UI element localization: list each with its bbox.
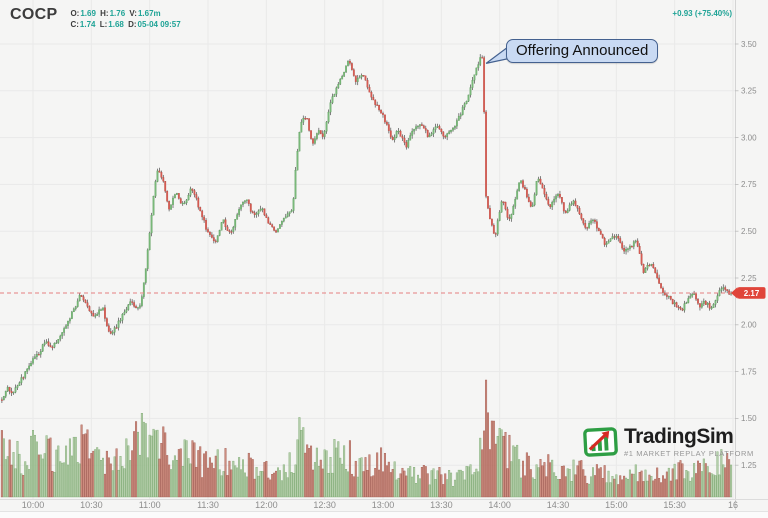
ohlc-line1: O:1.69 H:1.76 V:1.67m [68,8,180,19]
time-axis-label: 11:30 [197,500,219,510]
low-label: L: [99,20,108,29]
price-axis-label: 1.75 [741,367,757,376]
price-axis-label: 2.75 [741,180,757,189]
low-value: 1.68 [108,20,124,29]
last-price-tag: 2.17 [731,287,766,299]
tradingsim-logo: TradingSim #1 MARKET REPLAY PLATFORM [582,424,754,460]
volume-series [0,379,733,498]
price-axis-label: 3.25 [741,87,757,96]
offering-announced-callout[interactable]: Offering Announced [506,39,659,63]
tradingsim-logo-text: TradingSim #1 MARKET REPLAY PLATFORM [624,425,754,459]
high-label: H: [100,9,109,18]
ohlc-readout: O:1.69 H:1.76 V:1.67m C:1.74 L:1.68 D:05… [68,8,180,30]
candlestick-series [0,54,732,403]
high-value: 1.76 [109,9,126,18]
time-axis-label: 12:30 [313,500,336,510]
close-label: C: [70,20,79,29]
tradingsim-logo-icon [583,427,618,457]
price-change-readout: +0.93 (+75.40%) [672,9,732,18]
time-axis-label: 15:00 [605,500,628,510]
time-axis-label: 13:00 [372,500,395,510]
ohlc-line2: C:1.74 L:1.68 D:05-04 09:57 [68,19,180,30]
time-axis-label: 12:00 [255,500,278,510]
close-value: 1.74 [79,20,96,29]
open-value: 1.69 [80,9,96,18]
price-axis-label: 2.25 [741,274,757,283]
tradingsim-logo-tagline: #1 MARKET REPLAY PLATFORM [624,449,754,458]
tradingsim-logo-name: TradingSim [624,425,734,448]
time-axis-label: 15:30 [663,500,686,510]
price-axis-label: 1.25 [741,461,757,470]
date-label: D: [128,20,137,29]
volume-label: V: [129,9,137,18]
time-axis-label: 11:00 [139,500,161,510]
time-axis-label: 13:30 [430,500,453,510]
price-axis-label: 3.50 [741,40,757,49]
price-axis-label: 2.50 [741,227,757,236]
chart-header: COCP O:1.69 H:1.76 V:1.67m C:1.74 L:1.68… [10,6,181,30]
price-axis-label: 1.50 [741,414,757,423]
open-label: O: [70,9,80,18]
price-axis[interactable]: 3.50 3.25 3.00 2.75 2.50 2.25 2.00 1.75 1.50 1.25 [735,40,757,470]
price-axis-label: 3.00 [741,133,757,142]
time-axis-label: 10:30 [80,500,103,510]
last-price-tag-label: 2.17 [744,289,760,298]
time-axis-label: 14:00 [488,500,511,510]
time-axis-label: 14:30 [547,500,570,510]
time-axis[interactable]: 10:00 10:30 11:00 11:30 12:00 12:30 13:00 13:30… [22,500,738,510]
widget-bottom-edge [0,511,768,518]
price-axis-label: 2.00 [741,321,757,330]
volume-value: 1.67m [137,9,161,18]
ticker-symbol[interactable]: COCP [10,6,58,23]
date-value: 05-04 09:57 [137,20,181,29]
time-axis-label: 16 [728,500,738,510]
time-axis-label: 10:00 [22,500,45,510]
